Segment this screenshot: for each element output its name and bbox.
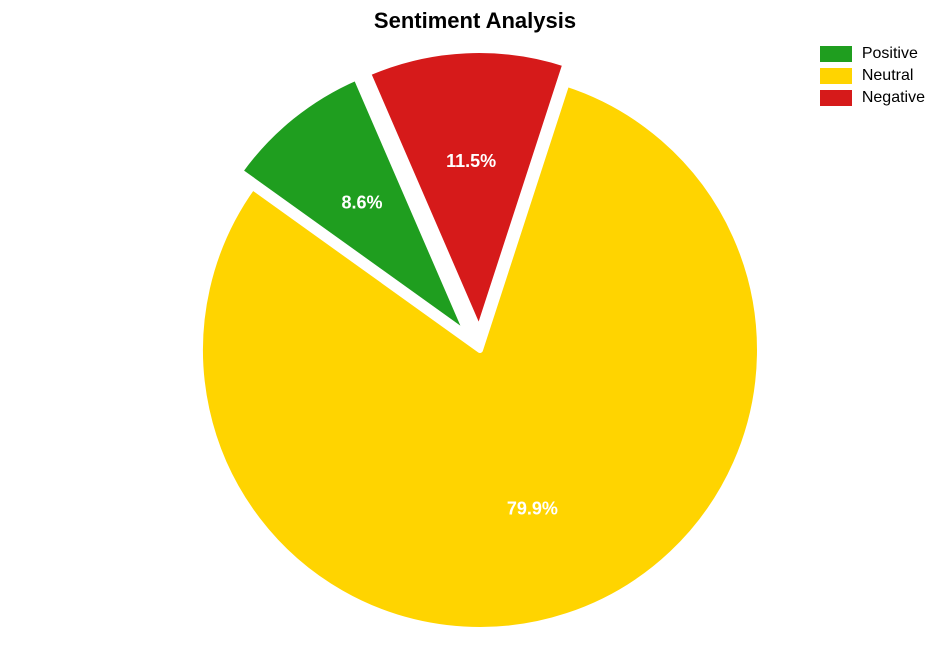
chart-title: Sentiment Analysis [0, 8, 950, 34]
slice-label-negative: 11.5% [446, 151, 496, 171]
legend-swatch-neutral [820, 68, 852, 84]
legend-swatch-negative [820, 90, 852, 106]
slice-label-neutral: 79.9% [507, 498, 558, 518]
pie-svg: 79.9% 8.6% 11.5% [130, 40, 830, 660]
legend-label-negative: Negative [862, 89, 925, 107]
legend: Positive Neutral Negative [820, 45, 925, 111]
sentiment-pie-chart: Sentiment Analysis 79.9% 8.6% 11.5% Positi… [0, 0, 950, 662]
legend-label-neutral: Neutral [862, 67, 914, 85]
legend-swatch-positive [820, 46, 852, 62]
legend-item-negative: Negative [820, 89, 925, 107]
slice-label-positive: 8.6% [341, 192, 382, 212]
legend-label-positive: Positive [862, 45, 918, 63]
legend-item-positive: Positive [820, 45, 925, 63]
legend-item-neutral: Neutral [820, 67, 925, 85]
